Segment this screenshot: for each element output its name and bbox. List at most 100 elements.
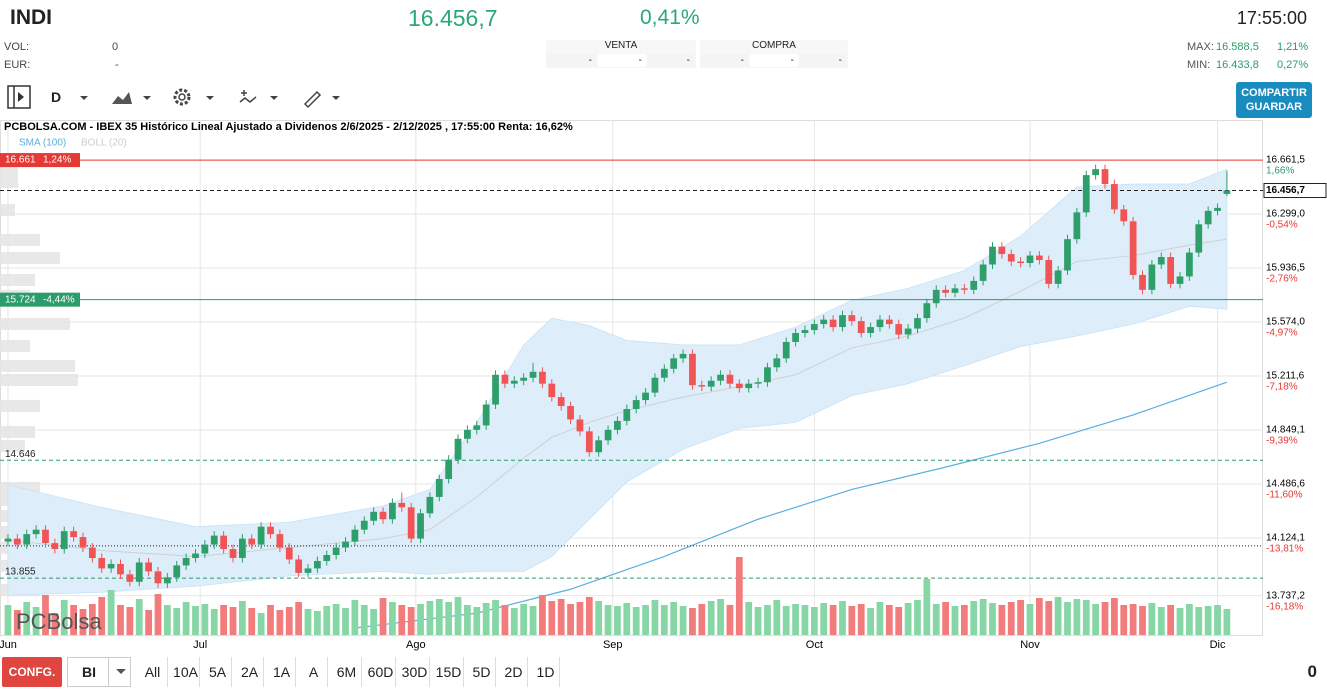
chart: PCBolsa 16.661,51,66% 16.299,0-0,54% 15.93… <box>0 120 1327 651</box>
volume-bar <box>614 606 621 635</box>
y-tick-change: -9,39% <box>1266 436 1298 447</box>
y-tick-label: 14.486,6 <box>1266 479 1305 490</box>
range-button[interactable]: 2D <box>500 657 528 687</box>
share-button[interactable]: COMPARTIR GUARDAR <box>1236 82 1312 118</box>
volume-bar <box>660 605 668 635</box>
dropdown[interactable] <box>206 96 214 100</box>
range-button[interactable]: 5A <box>204 657 232 687</box>
volume-bar <box>60 600 68 635</box>
dropdown[interactable] <box>143 96 151 100</box>
settings-icon[interactable] <box>173 88 191 106</box>
candle-body <box>604 429 612 441</box>
level-label: 14.646 <box>5 449 36 460</box>
volume-bar <box>51 613 59 635</box>
candle-body <box>529 371 537 378</box>
candle-body <box>745 383 753 389</box>
range-button[interactable]: 10A <box>172 657 200 687</box>
candle-body <box>276 534 284 548</box>
candle-body <box>904 328 912 335</box>
chart-type-icon[interactable] <box>112 92 132 104</box>
volume-bar <box>1204 606 1212 635</box>
volume-bar <box>942 602 949 635</box>
range-button[interactable]: 5D <box>468 657 496 687</box>
volume-bar <box>23 602 31 635</box>
volume-profile-bar <box>0 373 78 386</box>
candle-body <box>342 541 349 548</box>
volume-bar <box>163 605 171 635</box>
candle-body <box>1082 175 1090 213</box>
range-button[interactable]: All <box>138 657 168 687</box>
volume-bar <box>1223 609 1231 635</box>
period[interactable]: D <box>51 89 62 105</box>
range-button[interactable]: 1D <box>532 657 560 687</box>
sell-cell: - <box>648 54 694 67</box>
candle-body <box>960 288 968 290</box>
panel-icon[interactable] <box>7 85 31 109</box>
config-button[interactable]: CONFG. <box>2 657 62 687</box>
candle-body <box>1148 264 1156 290</box>
volume-bar <box>989 603 996 635</box>
panel-icon-arrow <box>18 92 24 102</box>
volume-bar <box>267 605 274 635</box>
bollinger-band <box>7 168 1228 596</box>
price: 16.456,7 <box>408 5 498 31</box>
price-tag-label: 16.456,7 <box>1266 185 1305 196</box>
dropdown[interactable] <box>270 96 278 100</box>
volume-bar <box>923 579 931 635</box>
candle-body <box>360 520 368 530</box>
dropdown[interactable] <box>80 96 88 100</box>
range-button[interactable]: 6M <box>332 657 362 687</box>
candle-body <box>885 319 893 325</box>
candle-body <box>13 538 21 545</box>
volume-bar <box>126 607 134 635</box>
candle-body <box>210 535 218 545</box>
volume-bar <box>1139 606 1146 635</box>
volume-bar <box>239 601 246 635</box>
max: 16.588,5 <box>1216 41 1259 53</box>
candle-body <box>895 324 903 335</box>
candle-body <box>689 353 696 386</box>
candle-body <box>1186 252 1193 277</box>
volume-bar <box>42 595 49 635</box>
draw-icon[interactable] <box>303 90 322 109</box>
candle-body <box>1214 207 1221 211</box>
candle-body <box>970 280 978 290</box>
candle-body <box>88 547 96 558</box>
range-button[interactable]: 1A <box>268 657 296 687</box>
volume-bar <box>70 605 77 635</box>
level-label: 15.724 <box>5 294 36 305</box>
range-button[interactable]: 60D <box>366 657 396 687</box>
x-tick-label: Oct <box>806 639 823 651</box>
x-tick-label: Ago <box>406 639 426 651</box>
volume-bar <box>454 597 462 635</box>
candle-body <box>1195 224 1203 253</box>
candle-body <box>332 547 340 556</box>
candle-body <box>539 371 546 384</box>
candle-body <box>60 531 68 550</box>
level-tag <box>0 292 80 307</box>
volume-bar <box>810 607 818 635</box>
candle-body <box>595 440 603 453</box>
volume-bar <box>960 605 968 635</box>
range-button[interactable]: A <box>300 657 328 687</box>
candle-body <box>857 321 865 334</box>
indicator-icon[interactable] <box>239 90 257 103</box>
dropdown[interactable] <box>332 96 340 100</box>
candle-body <box>1064 239 1071 271</box>
volume-bar <box>679 606 687 635</box>
volume-bar <box>801 605 809 635</box>
range-button[interactable]: 2A <box>236 657 264 687</box>
candle-body <box>1101 169 1109 185</box>
x-tick-label: Sep <box>603 639 623 651</box>
candle-body <box>1139 274 1146 290</box>
volume-bar <box>1101 602 1109 635</box>
scale-select[interactable]: BI <box>67 657 131 687</box>
range-button[interactable]: 30D <box>400 657 430 687</box>
range-button[interactable]: 15D <box>434 657 464 687</box>
candle-body <box>464 429 471 439</box>
x-tick-label: Nov <box>1020 639 1040 651</box>
candle-body <box>248 538 256 545</box>
candle-body <box>173 565 181 578</box>
volume-bar <box>229 607 237 635</box>
candle-body <box>267 526 274 535</box>
